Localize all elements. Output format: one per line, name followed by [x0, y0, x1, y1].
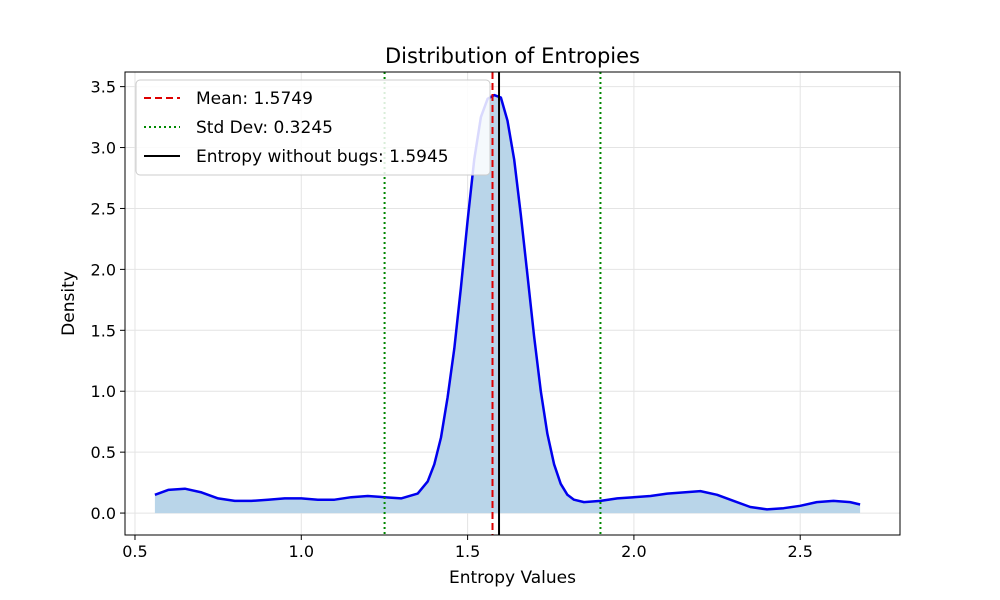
y-tick-label: 3.0: [91, 139, 116, 158]
legend: Mean: 1.5749 Std Dev: 0.3245 Entropy witho…: [135, 79, 491, 176]
y-tick-label: 0.0: [91, 504, 116, 523]
reference-lines: [383, 72, 602, 535]
y-tick-label: 1.0: [91, 382, 116, 401]
legend-label: Mean: 1.5749: [196, 89, 313, 109]
y-tick-label: 2.0: [91, 260, 116, 279]
legend-box: [135, 79, 491, 176]
plot-frame: [124, 71, 901, 536]
x-tick-label: 1.0: [289, 542, 314, 561]
chart-title: Distribution of Entropies: [385, 44, 640, 68]
x-tick-label: 0.5: [122, 542, 147, 561]
y-tick-label: 0.5: [91, 443, 116, 462]
y-tick-label: 3.5: [91, 78, 116, 97]
x-tick-label: 2.5: [787, 542, 812, 561]
density-area-fill: [154, 95, 861, 514]
y-axis-ticks: 0.0 0.5 1.0 1.5 2.0 2.5 3.0 3.5: [91, 78, 125, 523]
x-tick-label: 2.0: [621, 542, 646, 561]
y-axis-label: Density: [59, 271, 79, 336]
y-tick-label: 2.5: [91, 199, 116, 218]
legend-label: Entropy without bugs: 1.5945: [196, 147, 449, 167]
legend-label: Std Dev: 0.3245: [196, 118, 333, 138]
y-tick-label: 1.5: [91, 321, 116, 340]
x-tick-label: 1.5: [455, 542, 480, 561]
x-axis-ticks: 0.5 1.0 1.5 2.0 2.5: [122, 535, 813, 561]
x-axis-label: Entropy Values: [449, 568, 576, 588]
density-curve: [154, 93, 861, 511]
